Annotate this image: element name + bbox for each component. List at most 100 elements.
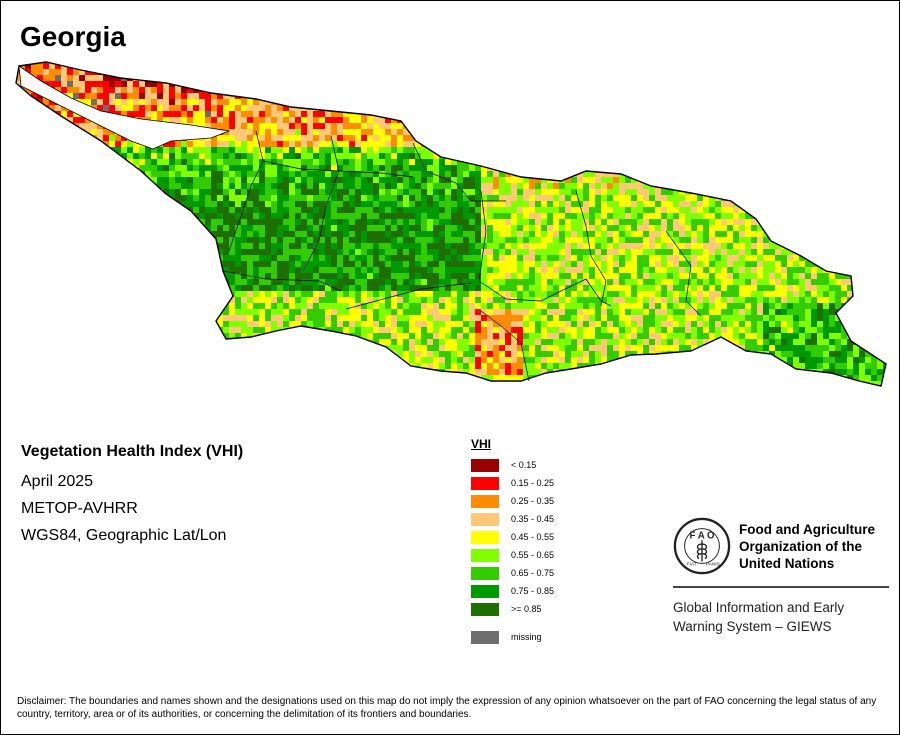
- vhi-pixel: [187, 201, 193, 207]
- vhi-pixel: [91, 81, 97, 87]
- vhi-pixel: [775, 141, 781, 147]
- vhi-pixel: [451, 159, 457, 165]
- vhi-pixel: [547, 111, 553, 117]
- vhi-pixel: [865, 129, 871, 135]
- vhi-pixel: [241, 153, 247, 159]
- vhi-pixel: [223, 231, 229, 237]
- vhi-pixel: [757, 189, 763, 195]
- vhi-pixel: [811, 141, 817, 147]
- vhi-pixel: [763, 135, 769, 141]
- vhi-pixel: [691, 93, 697, 99]
- vhi-pixel: [571, 129, 577, 135]
- vhi-pixel: [217, 135, 223, 141]
- vhi-pixel: [883, 87, 886, 93]
- vhi-pixel: [613, 123, 619, 129]
- vhi-pixel: [103, 231, 109, 237]
- vhi-pixel: [859, 75, 865, 81]
- vhi-pixel: [91, 51, 97, 57]
- vhi-pixel: [55, 177, 61, 183]
- vhi-pixel: [223, 207, 229, 213]
- vhi-pixel: [661, 213, 667, 219]
- vhi-pixel: [379, 153, 385, 159]
- vhi-pixel: [121, 219, 127, 225]
- vhi-pixel: [829, 75, 835, 81]
- vhi-pixel: [523, 189, 529, 195]
- vhi-pixel: [397, 225, 403, 231]
- vhi-pixel: [235, 207, 241, 213]
- vhi-pixel: [403, 87, 409, 93]
- vhi-pixel: [553, 141, 559, 147]
- vhi-pixel: [331, 105, 337, 111]
- vhi-pixel: [895, 87, 900, 93]
- vhi-pixel: [289, 63, 295, 69]
- vhi-pixel: [667, 237, 673, 243]
- vhi-pixel: [583, 153, 589, 159]
- vhi-pixel: [889, 171, 895, 177]
- vhi-pixel: [253, 51, 259, 57]
- vhi-pixel: [679, 75, 685, 81]
- vhi-pixel: [583, 171, 589, 177]
- vhi-pixel: [823, 81, 829, 87]
- vhi-pixel: [619, 129, 625, 135]
- vhi-pixel: [361, 219, 367, 225]
- vhi-pixel: [313, 111, 319, 117]
- vhi-pixel: [367, 165, 373, 171]
- vhi-pixel: [541, 129, 547, 135]
- vhi-pixel: [835, 237, 841, 243]
- vhi-pixel: [613, 87, 619, 93]
- vhi-pixel: [61, 147, 67, 153]
- vhi-pixel: [655, 177, 661, 183]
- vhi-pixel: [529, 231, 535, 237]
- vhi-pixel: [211, 159, 217, 165]
- vhi-pixel: [223, 99, 229, 105]
- vhi-pixel: [865, 237, 871, 243]
- vhi-pixel: [457, 183, 463, 189]
- vhi-pixel: [343, 117, 349, 123]
- vhi-pixel: [769, 171, 775, 177]
- vhi-pixel: [313, 177, 319, 183]
- vhi-pixel: [451, 195, 457, 201]
- vhi-pixel: [307, 62, 313, 63]
- vhi-pixel: [1, 201, 7, 207]
- vhi-pixel: [265, 105, 271, 111]
- vhi-pixel: [295, 93, 301, 99]
- vhi-pixel: [487, 201, 493, 207]
- vhi-pixel: [787, 243, 793, 249]
- vhi-pixel: [547, 165, 553, 171]
- vhi-pixel: [367, 75, 373, 81]
- vhi-pixel: [91, 225, 97, 231]
- vhi-pixel: [763, 105, 769, 111]
- vhi-pixel: [613, 81, 619, 87]
- vhi-pixel: [757, 69, 763, 75]
- vhi-pixel: [79, 231, 85, 237]
- vhi-pixel: [55, 129, 61, 135]
- vhi-pixel: [337, 69, 343, 75]
- vhi-pixel: [715, 123, 721, 129]
- vhi-pixel: [91, 171, 97, 177]
- vhi-pixel: [799, 62, 805, 63]
- vhi-pixel: [529, 183, 535, 189]
- vhi-pixel: [295, 69, 301, 75]
- vhi-pixel: [379, 129, 385, 135]
- vhi-pixel: [529, 93, 535, 99]
- vhi-pixel: [325, 81, 331, 87]
- vhi-pixel: [523, 183, 529, 189]
- vhi-pixel: [397, 219, 403, 225]
- vhi-pixel: [121, 207, 127, 213]
- vhi-pixel: [727, 171, 733, 177]
- vhi-pixel: [547, 219, 553, 225]
- vhi-pixel: [889, 123, 895, 129]
- vhi-pixel: [55, 105, 61, 111]
- vhi-pixel: [73, 213, 79, 219]
- vhi-pixel: [463, 69, 469, 75]
- vhi-pixel: [361, 135, 367, 141]
- vhi-pixel: [565, 201, 571, 207]
- vhi-pixel: [835, 81, 841, 87]
- vhi-pixel: [265, 62, 271, 63]
- vhi-pixel: [601, 75, 607, 81]
- vhi-pixel: [25, 62, 31, 63]
- vhi-pixel: [841, 207, 847, 213]
- vhi-pixel: [247, 177, 253, 183]
- vhi-pixel: [523, 117, 529, 123]
- vhi-pixel: [721, 219, 727, 225]
